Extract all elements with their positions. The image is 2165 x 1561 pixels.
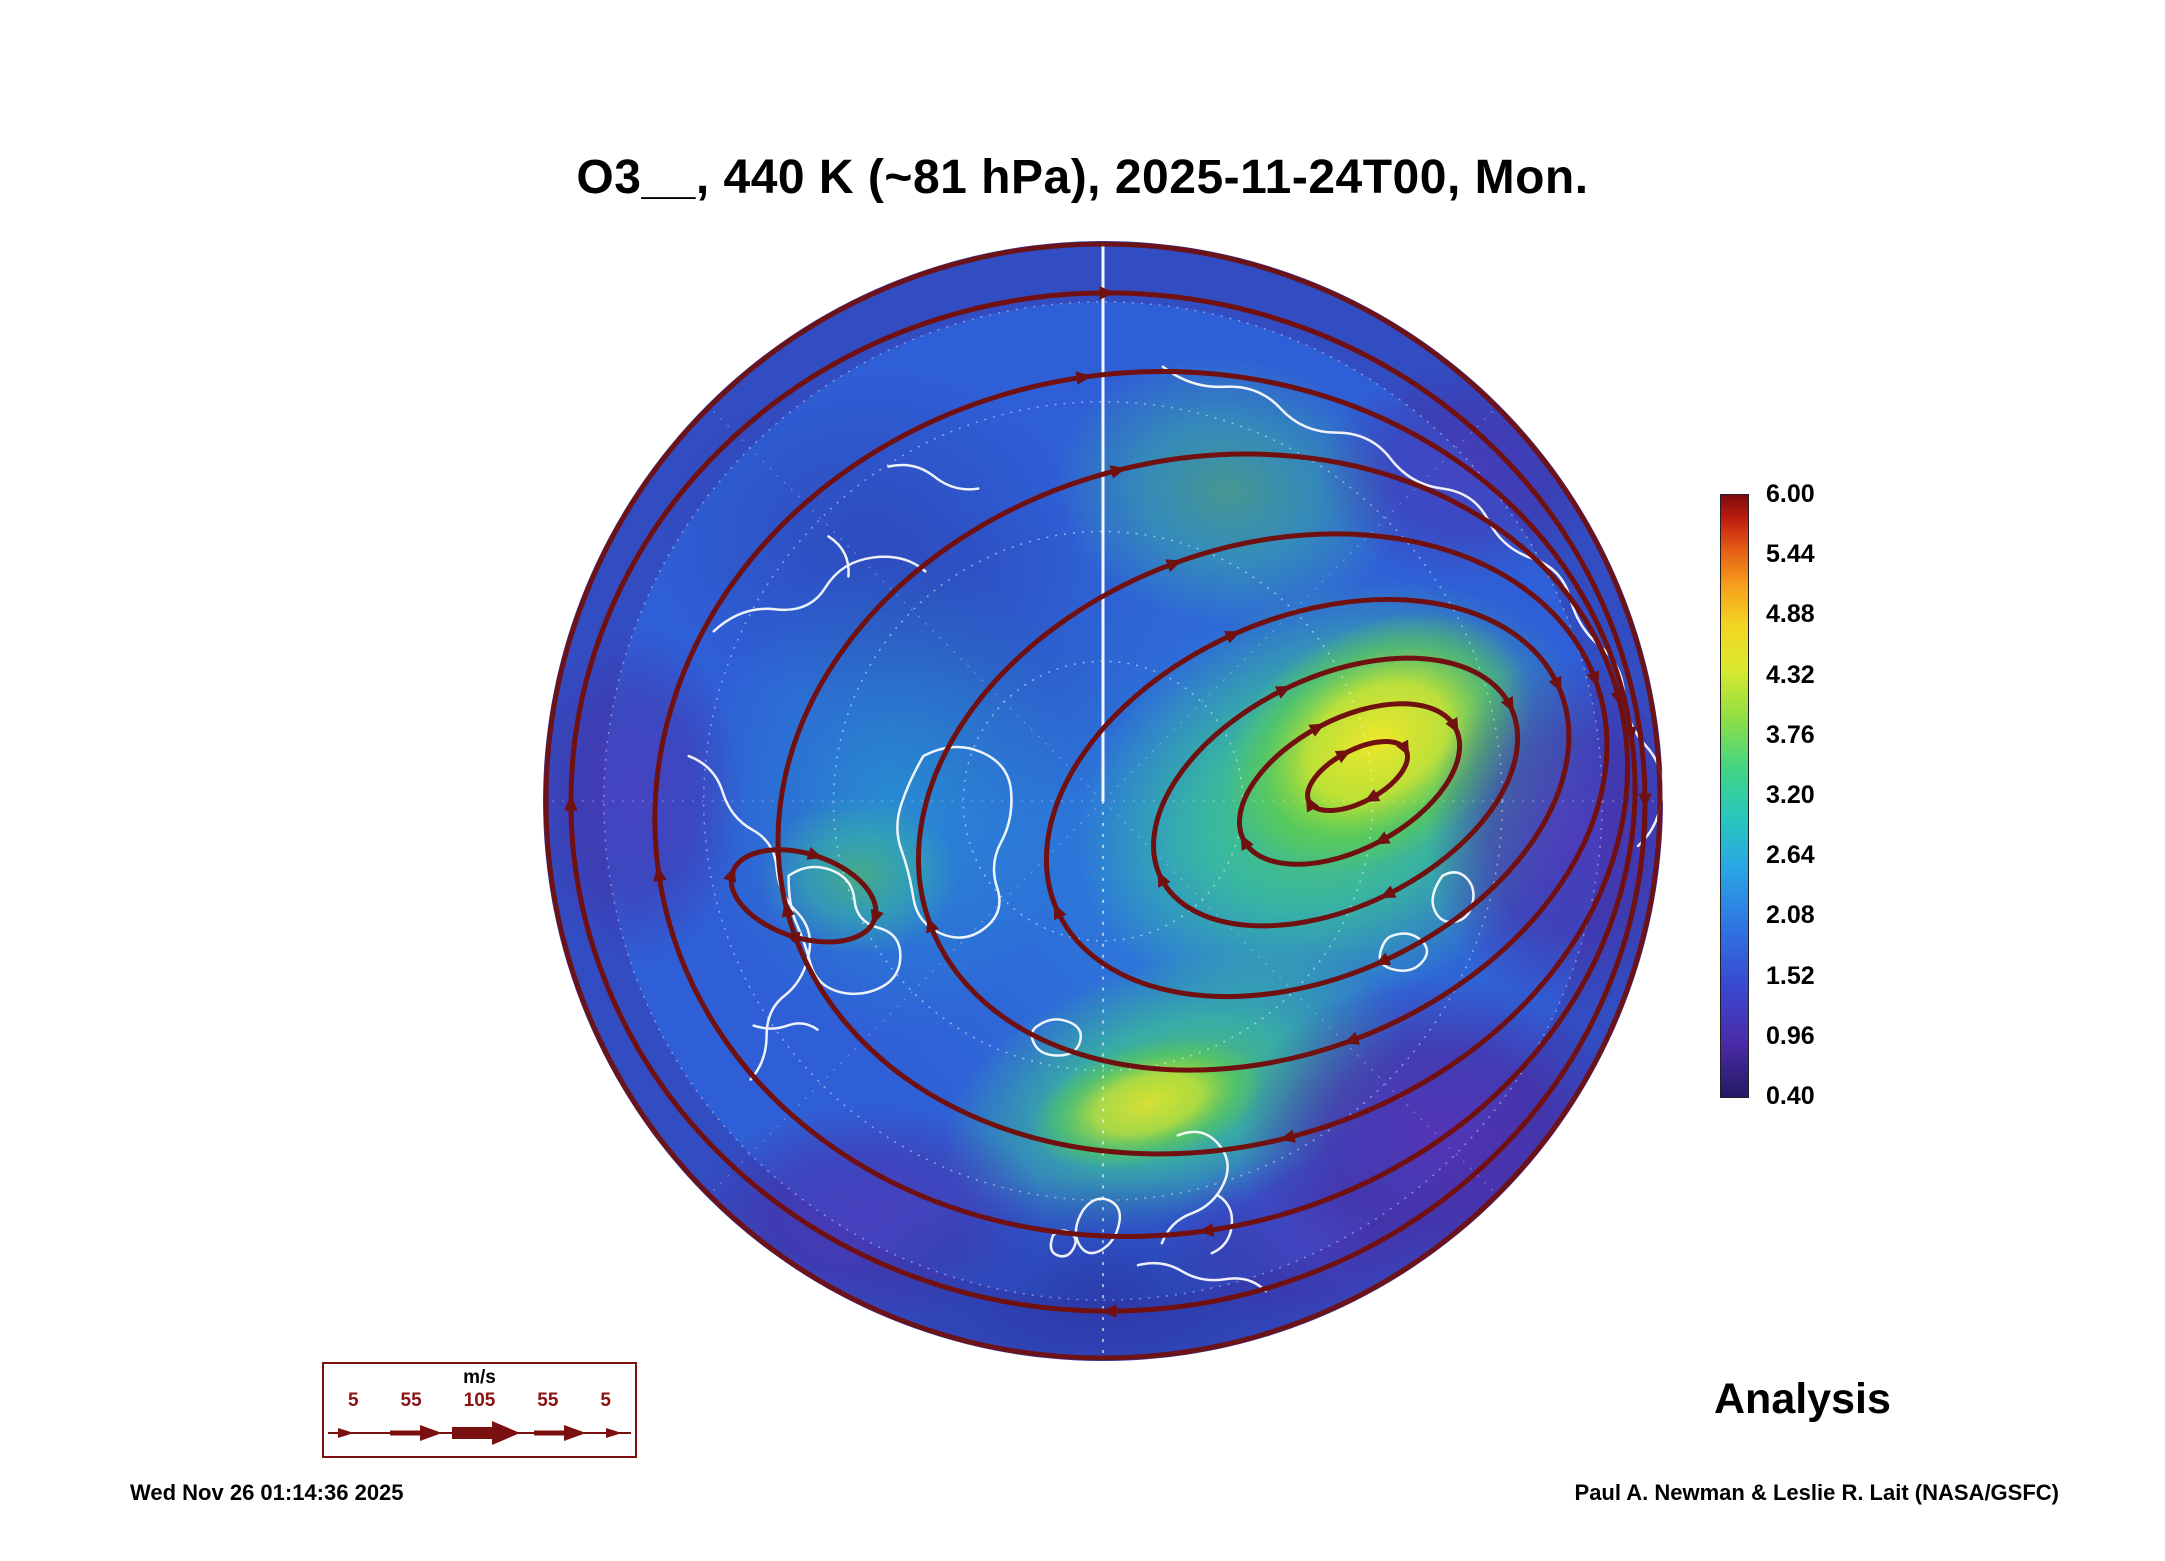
colorbar-gradient (1720, 494, 1749, 1098)
colorbar-tick-label: 0.96 (1766, 1021, 1815, 1050)
arrow-icon (564, 1425, 586, 1441)
wind-speed-value: 105 (463, 1390, 496, 1411)
colorbar-tick-label: 1.52 (1766, 961, 1815, 990)
colorbar-tick-label: 4.88 (1766, 600, 1815, 629)
wind-speed-value: 55 (537, 1390, 559, 1411)
wind-speed-value: 5 (600, 1390, 611, 1411)
colorbar-tick-label: 3.76 (1766, 720, 1815, 749)
arrow-icon (492, 1421, 520, 1445)
colorbar-tick-label: 0.40 (1766, 1081, 1815, 1110)
plot-title: O3__, 440 K (~81 hPa), 2025-11-24T00, Mo… (576, 151, 1589, 204)
credit-text: Paul A. Newman & Leslie R. Lait (NASA/GS… (1574, 1480, 2059, 1505)
analysis-label: Analysis (1714, 1375, 1891, 1423)
streamline (564, 286, 1652, 1318)
wind-arrow-scale (328, 1421, 631, 1445)
colorbar-tick-label: 4.32 (1766, 660, 1815, 689)
arrow-icon (420, 1425, 442, 1441)
arrow-icon (338, 1428, 354, 1438)
colorbar-tick-labels: 6.00 5.44 4.88 4.32 3.76 3.20 2.64 2.08 … (1766, 479, 1815, 1111)
generation-timestamp: Wed Nov 26 01:14:36 2025 (130, 1480, 404, 1505)
streamlines (543, 241, 1663, 1361)
streamline (723, 846, 884, 945)
colorbar-tick-label: 6.00 (1766, 480, 1815, 508)
limb-streamline (543, 241, 1663, 1361)
wind-speed-values: 5 55 105 55 5 (324, 1390, 635, 1412)
wind-speed-value: 55 (400, 1390, 422, 1411)
colorbar-tick-label: 3.20 (1766, 780, 1815, 809)
arrow-icon (606, 1428, 622, 1438)
wind-speed-legend: m/s 5 55 105 55 5 (322, 1362, 637, 1458)
wind-speed-value: 5 (348, 1390, 359, 1411)
polar-map (542, 240, 1664, 1362)
colorbar-tick-label: 2.64 (1766, 841, 1815, 870)
colorbar-tick-label: 2.08 (1766, 901, 1815, 930)
colorbar-tick-label: 5.44 (1766, 540, 1815, 569)
wind-units-label: m/s (463, 1367, 496, 1388)
